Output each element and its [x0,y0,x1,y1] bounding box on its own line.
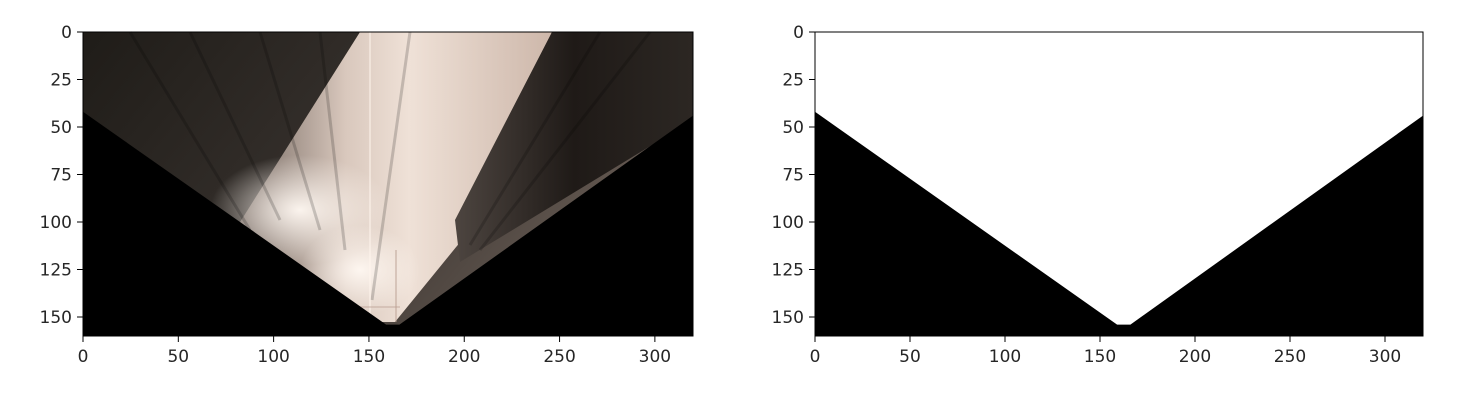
y-axis-right: 0 25 50 75 100 125 150 [772,23,815,328]
x-tick-label: 100 [989,347,1021,367]
axes-frame-right [814,31,1424,337]
y-tick-label: 150 [40,308,72,328]
right-dark-region [455,32,693,262]
image-panel-left: 0 50 100 150 200 250 300 0 25 50 75 100 125 150 [40,23,694,367]
image-panel-right: 0 50 100 150 200 250 300 0 25 50 75 100 125 150 [772,23,1424,367]
y-tick-label: 75 [50,166,72,186]
y-tick-label: 150 [772,308,804,328]
x-tick-label: 200 [448,347,480,367]
black-mask-right [815,111,1423,336]
x-tick-label: 0 [810,347,821,367]
x-tick-label: 250 [543,347,575,367]
black-mask-polygon [815,111,1423,336]
x-tick-label: 300 [639,347,671,367]
x-tick-label: 300 [1369,347,1401,367]
y-tick-label: 50 [782,118,804,138]
y-tick-label: 25 [782,71,804,91]
x-tick-label: 250 [1274,347,1306,367]
x-tick-label: 50 [899,347,921,367]
black-mask-left [83,111,693,336]
y-tick-label: 125 [40,261,72,281]
x-tick-label: 150 [353,347,385,367]
x-tick-label: 200 [1179,347,1211,367]
y-tick-label: 25 [50,71,72,91]
black-mask-polygon [83,111,693,336]
y-axis-left: 0 25 50 75 100 125 150 [40,23,83,328]
y-tick-label: 125 [772,261,804,281]
y-tick-label: 100 [772,213,804,233]
y-tick-label: 100 [40,213,72,233]
x-axis-right: 0 50 100 150 200 250 300 [810,336,1401,367]
x-tick-label: 0 [78,347,89,367]
y-tick-label: 0 [793,23,804,43]
y-tick-label: 0 [61,23,72,43]
y-tick-label: 75 [782,166,804,186]
x-tick-label: 100 [257,347,289,367]
x-tick-label: 150 [1084,347,1116,367]
x-tick-label: 50 [167,347,189,367]
axes-frame-left [82,31,694,337]
y-tick-label: 50 [50,118,72,138]
x-axis-left: 0 50 100 150 200 250 300 [78,336,671,367]
